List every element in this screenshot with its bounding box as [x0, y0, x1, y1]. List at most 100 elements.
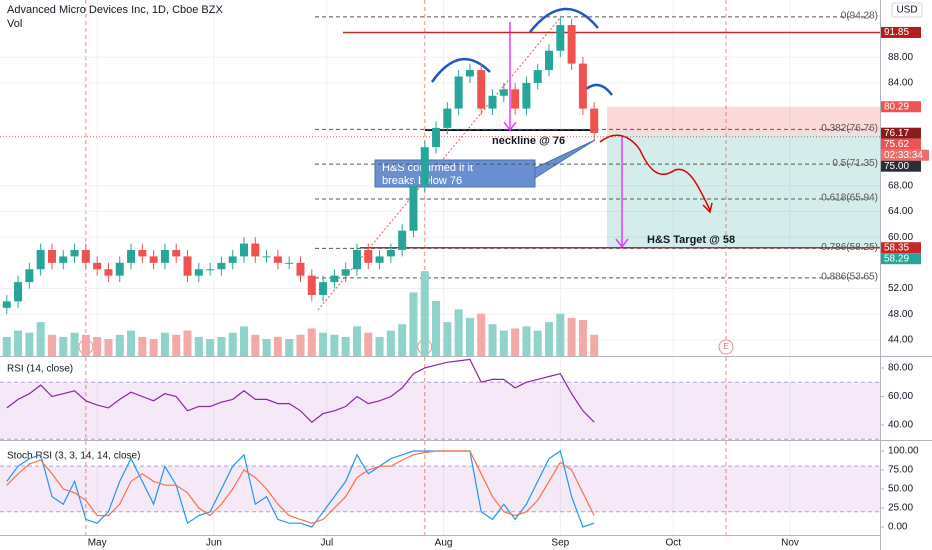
volume-bar: [578, 319, 587, 356]
price-label-box: [881, 26, 921, 38]
candle-body: [375, 256, 384, 263]
volume-bar: [262, 339, 271, 356]
candle-body: [556, 25, 565, 51]
candle-body: [149, 256, 158, 263]
candle-body: [59, 256, 68, 263]
candle-body: [194, 269, 203, 276]
price-label: 80.29: [884, 101, 909, 112]
volume-bar: [194, 336, 203, 356]
candle-body: [420, 147, 429, 186]
candle-body: [330, 275, 339, 283]
candle-body: [432, 127, 441, 148]
volume-bar: [47, 334, 56, 356]
price-label-box: [881, 101, 921, 113]
projection-curve: [599, 134, 713, 214]
fib-label: 0.886(53.65): [821, 272, 878, 283]
candle-body: [443, 108, 452, 128]
y-tick-label: 84.00: [888, 78, 913, 89]
currency[interactable]: USD: [896, 5, 917, 16]
candle-body: [499, 89, 508, 96]
fib-label: 0.618(65.94): [821, 193, 878, 204]
x-tick-label: Jul: [320, 538, 333, 549]
candle-body: [533, 70, 542, 83]
candle-body: [262, 256, 271, 258]
volume-bar: [138, 336, 147, 356]
volume-bar: [522, 326, 531, 356]
candle-body: [590, 108, 599, 134]
rsi-title: RSI (14, close): [7, 364, 73, 375]
volume-bar: [70, 332, 79, 356]
volume-bar: [420, 271, 429, 356]
target-zone: [607, 133, 880, 248]
y-tick-label: 68.00: [888, 180, 913, 191]
price-label: 91.85: [884, 27, 909, 38]
target-label: H&S Target @ 58: [647, 234, 735, 246]
price-label: 75.00: [884, 161, 909, 172]
candle-body: [115, 262, 124, 276]
volume-bar: [386, 330, 395, 356]
price-label-box: [881, 253, 921, 265]
volume-bar: [375, 336, 384, 356]
volume-bar: [285, 339, 294, 356]
oscillator-band: [0, 382, 880, 440]
oscillator-line: [6, 450, 595, 524]
price-label: 75.62: [884, 139, 909, 150]
volume-bar: [206, 339, 215, 356]
volume-bar: [127, 330, 136, 356]
y-tick-label: 52.00: [888, 283, 913, 294]
volume-bar: [319, 332, 328, 356]
volume-bar: [36, 322, 45, 356]
earnings-marker: [718, 339, 734, 355]
candle-body: [364, 249, 373, 263]
price-label: 58.35: [884, 242, 909, 253]
currency-box[interactable]: [891, 2, 923, 18]
volume-bar: [352, 326, 361, 356]
volume-bar: [590, 334, 599, 356]
candle-body: [36, 249, 45, 270]
y-tick-label: 60.00: [888, 391, 913, 402]
x-tick-label: Oct: [665, 538, 681, 549]
volume-bar: [556, 313, 565, 356]
candle-body: [206, 269, 215, 271]
y-tick-label: 80.00: [888, 363, 913, 374]
volume-bar: [398, 324, 407, 356]
candle-body: [307, 275, 316, 295]
candle-body: [217, 262, 226, 270]
volume-bar: [443, 322, 452, 356]
candle-body: [14, 282, 23, 302]
volume-bar: [149, 339, 158, 356]
candle-body: [319, 282, 328, 295]
neckline-label: neckline @ 76: [492, 135, 565, 147]
candle-body: [386, 249, 395, 257]
background-layer: [0, 0, 880, 535]
volume-bar: [499, 330, 508, 356]
y-tick-label: 60.00: [888, 232, 913, 243]
candle-body: [70, 249, 79, 257]
volume-bar: [160, 332, 169, 356]
volume-bar: [240, 326, 249, 356]
oscillator-line: [6, 358, 595, 423]
height-arrow: [503, 22, 517, 132]
candle-body: [409, 185, 418, 231]
volume-bar: [409, 292, 418, 356]
countdown: 02:33:34: [884, 150, 923, 161]
volume-bar: [465, 317, 474, 356]
volume-bar: [477, 313, 486, 356]
volume-bar: [296, 334, 305, 356]
price-label-box: [881, 138, 921, 150]
volume-bar: [172, 334, 181, 356]
price-label-box: [881, 127, 921, 139]
candle-body: [172, 249, 181, 257]
candle-body: [398, 230, 407, 250]
candle-body: [93, 262, 102, 270]
y-tick-label: 40.00: [888, 420, 913, 431]
volume-bar: [93, 336, 102, 356]
candle-body: [341, 269, 350, 276]
x-tick-label: Sep: [551, 538, 569, 549]
candle-body: [578, 63, 587, 109]
y-tick-label: 44.00: [888, 335, 913, 346]
y-tick-label: 100.00: [888, 446, 919, 457]
volume-bar: [273, 336, 282, 356]
volume-bar: [81, 334, 90, 356]
